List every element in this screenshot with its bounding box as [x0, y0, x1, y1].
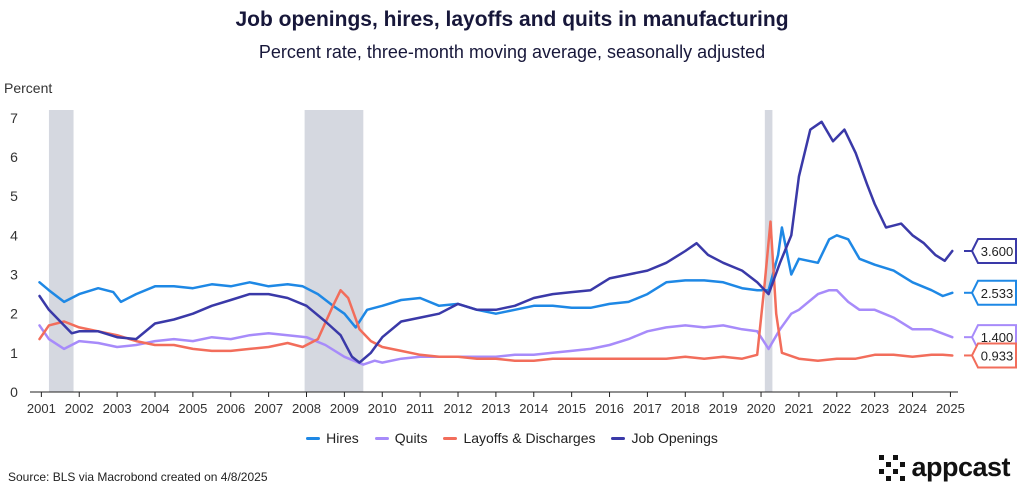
end-label-box	[970, 238, 1017, 264]
legend-swatch	[611, 436, 626, 440]
chart-subtitle: Percent rate, three-month moving average…	[258, 42, 766, 62]
chart-title: Job openings, hires, layoffs and quits i…	[235, 8, 789, 31]
x-tick-label: 2015	[557, 401, 586, 416]
legend-label: Job Openings	[631, 430, 718, 446]
recession-band-0	[48, 110, 74, 392]
end-label-value: 1.400	[981, 330, 1014, 345]
legend-item: Quits	[374, 430, 428, 446]
x-tick-label: 2010	[368, 401, 397, 416]
series-line-hires	[38, 226, 954, 329]
legend-label: Hires	[326, 430, 359, 446]
recession-band-1	[304, 110, 364, 392]
series-line-quits	[38, 288, 954, 366]
chart-legend: Hires Quits Layoffs & Discharges Job Openin…	[0, 430, 1024, 446]
x-tick-label: 2025	[936, 401, 965, 416]
legend-item: Layoffs & Discharges	[443, 430, 595, 446]
x-tick-label: 2002	[65, 401, 94, 416]
x-tick-label: 2024	[898, 401, 927, 416]
x-tick-label: 2005	[178, 401, 207, 416]
x-tick-label: 2011	[406, 401, 434, 416]
x-tick-label: 2007	[254, 401, 283, 416]
legend-swatch	[374, 436, 389, 440]
x-tick-label: 2001	[27, 401, 56, 416]
x-tick-label: 2012	[444, 401, 473, 416]
x-tick-label: 2019	[709, 401, 738, 416]
line-chart: 0 1 2 3 4 5 6 7 2001 2002 2003 2004 2005 2006 2007 2008…	[10, 110, 1017, 416]
x-tick-label: 2018	[671, 401, 700, 416]
legend-swatch	[443, 436, 458, 440]
end-label-value: 3.600	[981, 244, 1014, 259]
x-tick-label: 2006	[216, 401, 245, 416]
x-tick-label: 2016	[595, 401, 624, 416]
x-tick-label: 2017	[633, 401, 662, 416]
x-tick-label: 2004	[141, 401, 170, 416]
x-tick-label: 2014	[519, 401, 548, 416]
x-tick-label: 2022	[822, 401, 851, 416]
y-axis-label: Percent	[4, 80, 53, 96]
end-label-value: 2.533	[981, 286, 1014, 301]
end-label-value: 0.933	[981, 348, 1014, 363]
y-tick-label: 5	[10, 188, 18, 204]
legend-item: Job Openings	[611, 430, 718, 446]
y-tick-label: 2	[10, 306, 18, 322]
appcast-logo: appcast	[879, 452, 1010, 483]
x-tick-label: 2008	[292, 401, 321, 416]
series-line-layoffs-discharges	[38, 220, 954, 362]
x-tick-label: 2009	[330, 401, 359, 416]
logo-mark-icon	[879, 454, 906, 481]
end-label-box	[970, 342, 1017, 369]
legend-swatch	[306, 436, 321, 440]
x-tick-label: 2003	[103, 401, 132, 416]
legend-label: Layoffs & Discharges	[463, 430, 596, 446]
y-tick-label: 4	[10, 227, 18, 243]
y-tick-label: 6	[10, 149, 18, 165]
series-line-job-openings	[38, 120, 954, 364]
logo-text: appcast	[911, 452, 1010, 482]
end-label-box	[970, 279, 1017, 306]
x-tick-label: 2021	[784, 401, 813, 416]
y-tick-label: 0	[10, 384, 18, 400]
y-tick-label: 3	[10, 267, 18, 283]
x-tick-label: 2013	[481, 401, 510, 416]
x-tick-label: 2023	[860, 401, 889, 416]
legend-item: Hires	[306, 430, 359, 446]
y-tick-label: 1	[10, 345, 18, 361]
x-tick-label: 2020	[747, 401, 776, 416]
legend-label: Quits	[394, 430, 428, 446]
y-tick-label: 7	[10, 110, 18, 126]
source-note: Source: BLS via Macrobond created on 4/8…	[8, 470, 268, 484]
